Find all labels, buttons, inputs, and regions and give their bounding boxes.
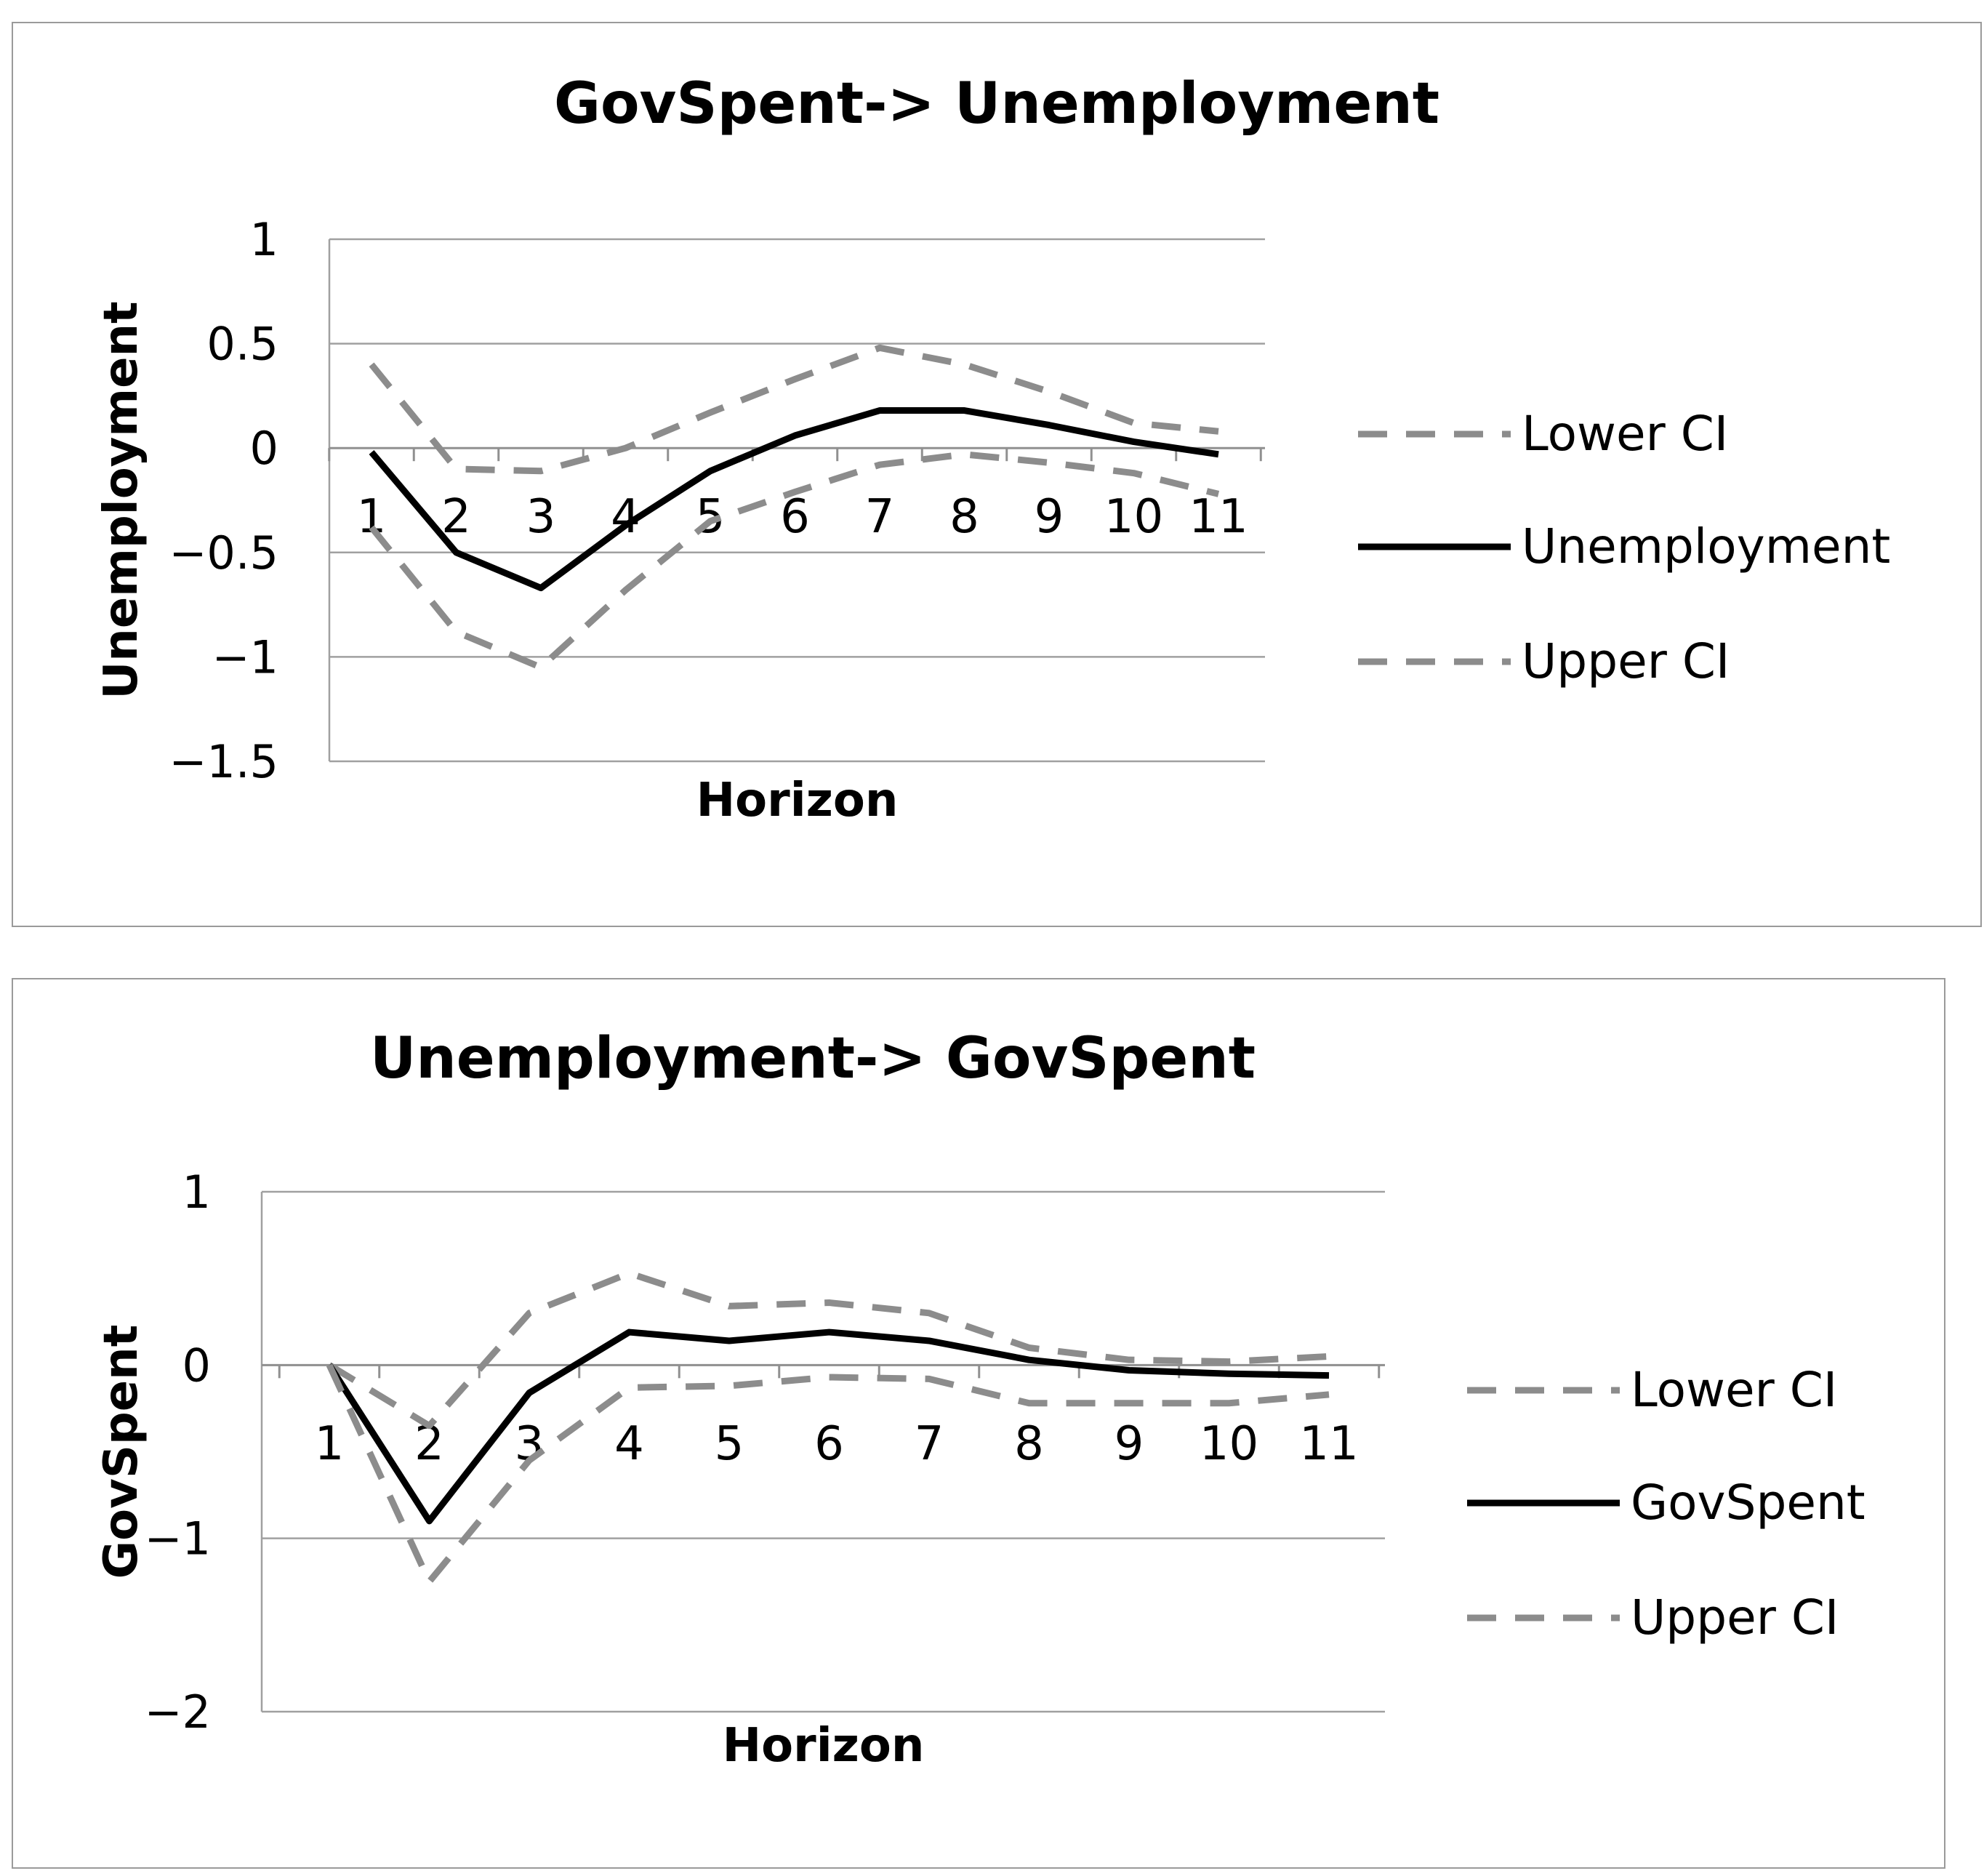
x-tick-label: 4 [614, 1417, 644, 1471]
x-tick-label: 7 [915, 1417, 944, 1471]
x-tick-label: 5 [715, 1417, 744, 1471]
series-line-upper-ci [369, 451, 1220, 671]
x-axis-label: Horizon [696, 774, 899, 827]
x-tick-label: 3 [526, 490, 556, 544]
chart-title: Unemployment-> GovSpent [370, 1026, 1256, 1091]
x-tick-label: 9 [1035, 490, 1064, 544]
x-tick-label: 9 [1115, 1417, 1144, 1471]
legend-label: Upper CI [1522, 633, 1730, 689]
y-tick-label: −2 [145, 1685, 211, 1739]
y-tick-label: −0.5 [169, 526, 278, 580]
legend-label: GovSpent [1631, 1475, 1865, 1531]
y-tick-label: 0 [250, 422, 278, 475]
y-tick-label: 1 [182, 1166, 211, 1219]
legend-label: Lower CI [1522, 406, 1728, 462]
x-tick-label: 5 [696, 490, 726, 544]
chart-panel-top: GovSpent-> Unemployment 1 0.5 0 −0.5 −1 −1.5 1 2… [12, 22, 1982, 927]
x-tick-label: 6 [780, 490, 810, 544]
y-axis-label: Unemployment [95, 301, 148, 699]
y-axis-label: GovSpent [95, 1325, 148, 1579]
y-tick-label: −1.5 [169, 735, 278, 788]
series-line-upper-ci [326, 1363, 1330, 1585]
series-line-lower-ci [369, 344, 1219, 475]
x-tick-label: 6 [814, 1417, 844, 1471]
y-tick-label: −1 [145, 1512, 211, 1566]
x-tick-label: 2 [441, 490, 471, 544]
y-tick-label: −1 [212, 630, 278, 684]
x-tick-label: 7 [865, 490, 895, 544]
series-line-unemployment [369, 407, 1219, 592]
x-tick-label: 8 [949, 490, 979, 544]
legend-label: Lower CI [1631, 1362, 1837, 1418]
series-line-govspent [326, 1328, 1330, 1525]
x-tick-label: 10 [1200, 1417, 1258, 1471]
x-tick-label: 11 [1189, 490, 1248, 544]
x-axis-label: Horizon [723, 1719, 925, 1773]
y-tick-label: 1 [250, 213, 278, 266]
x-tick-label: 8 [1014, 1417, 1044, 1471]
chart-title: GovSpent-> Unemployment [554, 71, 1439, 137]
x-tick-label: 11 [1299, 1417, 1358, 1471]
legend-label: Unemployment [1522, 518, 1890, 574]
y-tick-label: 0.5 [206, 318, 278, 371]
x-tick-label: 1 [315, 1417, 345, 1471]
x-tick-label: 10 [1104, 490, 1163, 544]
legend-label: Upper CI [1631, 1590, 1839, 1645]
chart-panel-bottom: Unemployment-> GovSpent 1 0 −1 −2 1 2 3 4 5 6 7 8 9 10… [12, 978, 1945, 1869]
series-line-lower-ci [327, 1270, 1330, 1430]
y-tick-label: 0 [182, 1339, 211, 1392]
